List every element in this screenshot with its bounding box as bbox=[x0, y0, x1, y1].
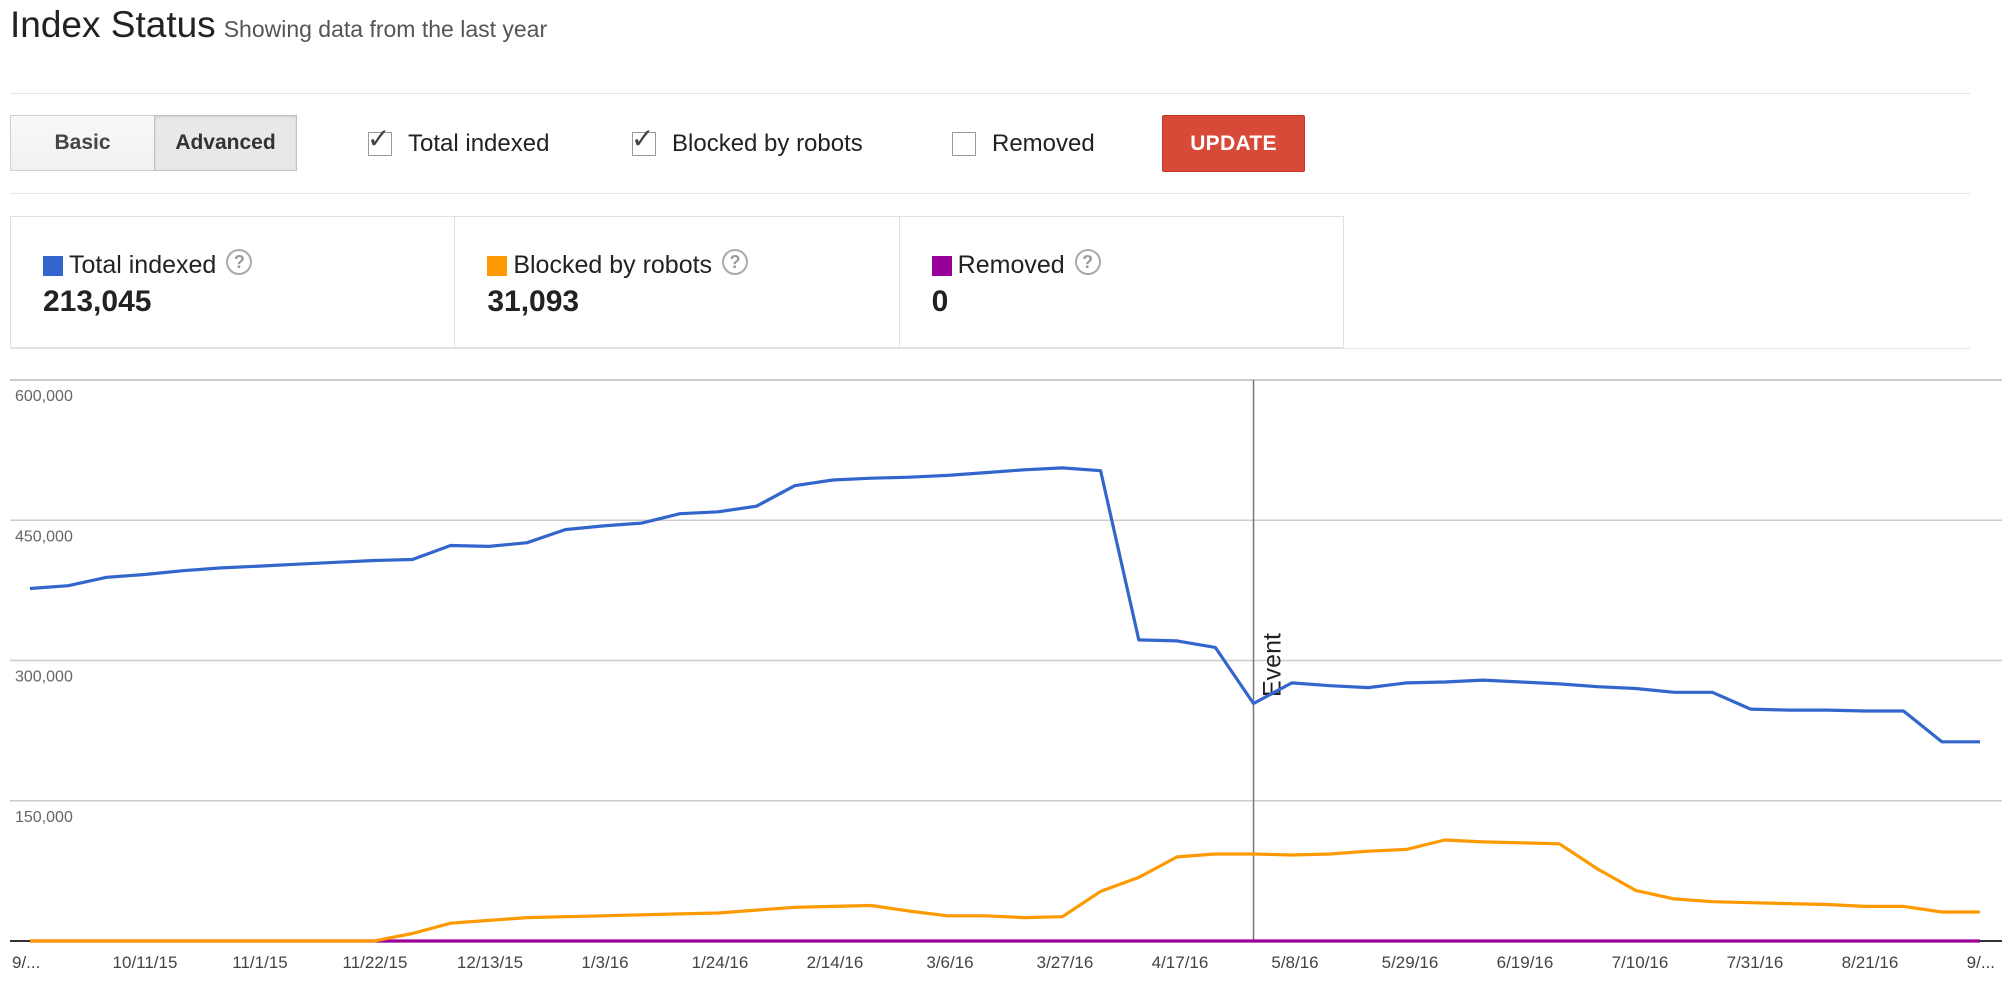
x-tick-label: 9/... bbox=[1967, 953, 1995, 972]
x-tick-label: 10/11/15 bbox=[113, 953, 178, 972]
event-label: Event bbox=[1259, 633, 1287, 697]
checkbox-box[interactable] bbox=[952, 132, 976, 156]
blocked-by-robots-checkbox[interactable]: ✓ Blocked by robots bbox=[631, 125, 863, 158]
stat-label-wrap: Removed? bbox=[957, 249, 1101, 280]
update-button[interactable]: UPDATE bbox=[1162, 115, 1305, 172]
legend-swatch bbox=[487, 256, 508, 276]
legend-swatch bbox=[931, 256, 952, 276]
stat-value: 213,045 bbox=[43, 285, 152, 318]
x-tick-label: 11/1/15 bbox=[232, 953, 287, 972]
x-tick-label: 8/21/16 bbox=[1842, 953, 1899, 972]
divider bbox=[10, 348, 1970, 349]
total-indexed-checkbox[interactable]: ✓ Total indexed bbox=[367, 125, 550, 158]
series-line-blocked-by-robots bbox=[30, 838, 1980, 943]
checkbox-box[interactable]: ✓ bbox=[631, 125, 656, 156]
x-tick-label: 7/10/16 bbox=[1612, 953, 1669, 972]
removed-checkbox[interactable]: Removed bbox=[952, 130, 1095, 158]
checkbox-label: Removed bbox=[992, 130, 1095, 157]
y-tick-label: 300,000 bbox=[15, 669, 73, 686]
help-icon[interactable]: ? bbox=[226, 249, 253, 275]
x-tick-label: 5/8/16 bbox=[1271, 953, 1318, 972]
help-icon[interactable]: ? bbox=[722, 249, 749, 275]
x-tick-label: 12/13/15 bbox=[457, 953, 523, 972]
stats-summary: Total indexed? 213,045 Blocked by robots… bbox=[10, 216, 1344, 348]
basic-toggle-button[interactable]: Basic bbox=[10, 115, 154, 171]
stat-label-wrap: Total indexed? bbox=[69, 249, 253, 280]
help-icon[interactable]: ? bbox=[1074, 249, 1101, 275]
y-tick-label: 450,000 bbox=[15, 528, 73, 545]
checkbox-label: Blocked by robots bbox=[672, 130, 863, 157]
divider bbox=[10, 93, 1970, 94]
stat-blocked-by-robots: Blocked by robots? 31,093 bbox=[455, 217, 900, 347]
page-header: Index Status Showing data from the last … bbox=[10, 4, 547, 54]
series-line-total-indexed bbox=[29, 466, 1980, 744]
stat-value: 0 bbox=[931, 285, 949, 318]
x-tick-label: 3/6/16 bbox=[926, 953, 973, 972]
x-tick-label: 6/19/16 bbox=[1497, 953, 1554, 972]
x-tick-label: 1/3/16 bbox=[581, 953, 628, 972]
y-tick-label: 600,000 bbox=[15, 388, 73, 405]
page-title: Index Status bbox=[10, 4, 216, 45]
stat-label: Blocked by robots bbox=[513, 251, 713, 279]
stat-label-wrap: Blocked by robots? bbox=[513, 249, 749, 280]
y-tick-label: 150,000 bbox=[15, 809, 73, 826]
stat-value: 31,093 bbox=[487, 285, 580, 318]
x-tick-label: 9/... bbox=[12, 953, 40, 972]
legend-swatch bbox=[43, 256, 63, 276]
x-tick-label: 1/24/16 bbox=[692, 953, 749, 972]
x-tick-label: 2/14/16 bbox=[807, 953, 864, 972]
stat-label: Total indexed bbox=[69, 251, 217, 279]
advanced-toggle-button[interactable]: Advanced bbox=[154, 115, 297, 171]
divider bbox=[10, 193, 1970, 194]
x-tick-label: 3/27/16 bbox=[1037, 953, 1094, 972]
x-tick-label: 7/31/16 bbox=[1727, 953, 1784, 972]
stat-total-indexed: Total indexed? 213,045 bbox=[11, 217, 456, 347]
x-tick-label: 11/22/15 bbox=[343, 953, 408, 972]
x-tick-label: 5/29/16 bbox=[1382, 953, 1439, 972]
page-subtitle: Showing data from the last year bbox=[223, 16, 548, 42]
checkbox-label: Total indexed bbox=[408, 130, 550, 157]
checkmark-icon: ✓ bbox=[367, 123, 391, 154]
stat-removed: Removed? 0 bbox=[900, 217, 1343, 347]
checkbox-box[interactable]: ✓ bbox=[367, 125, 392, 156]
stat-label: Removed bbox=[957, 251, 1065, 279]
x-tick-label: 4/17/16 bbox=[1152, 953, 1209, 972]
checkmark-icon: ✓ bbox=[631, 123, 655, 154]
